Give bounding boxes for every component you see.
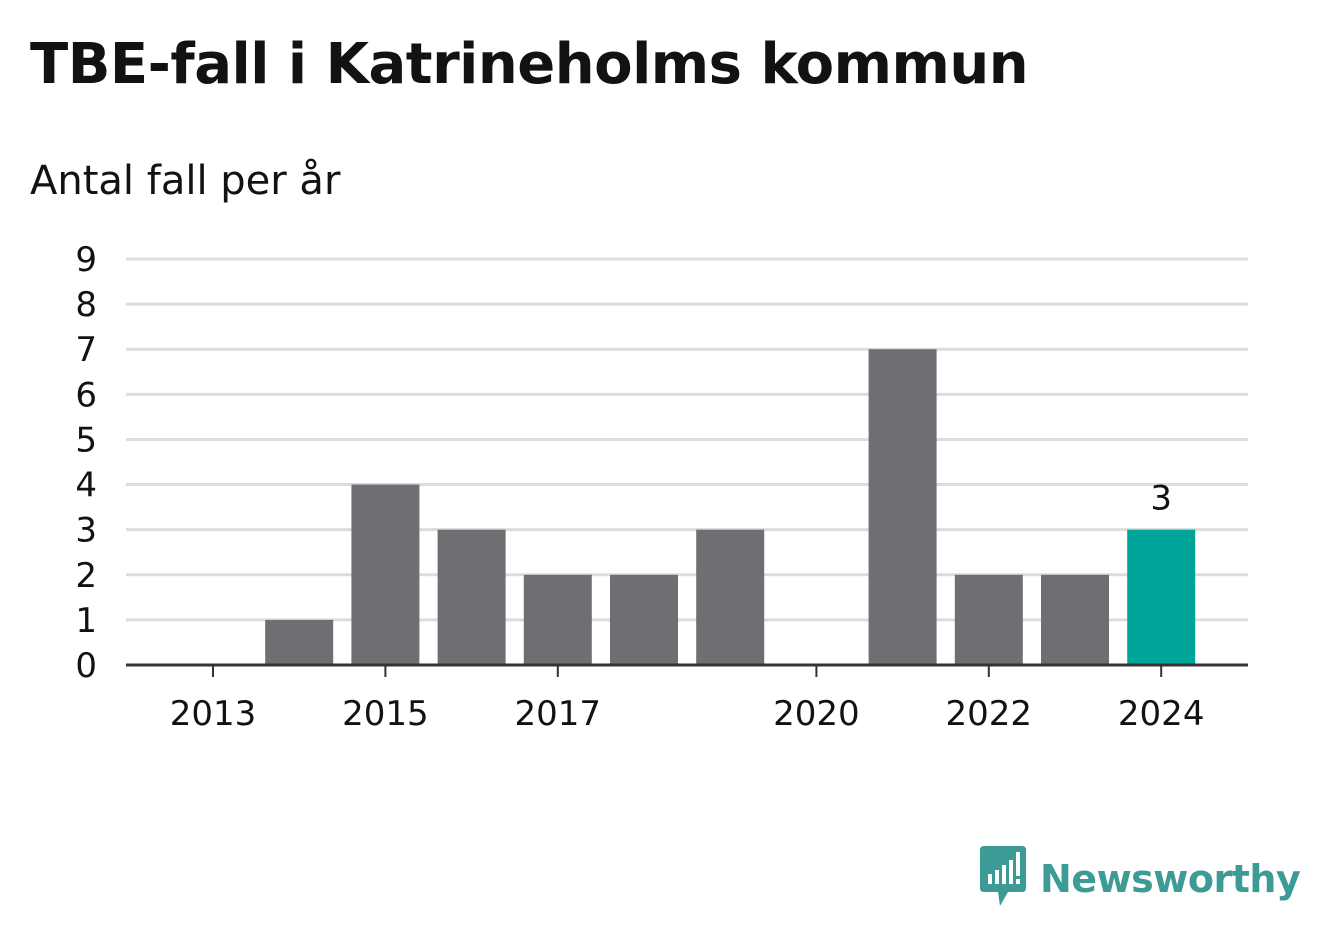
y-tick-label: 0 [75, 646, 97, 686]
x-tick-label: 2015 [342, 694, 429, 734]
x-tick-label: 2020 [773, 694, 860, 734]
y-axis-tick-labels: 0 1 2 3 4 5 6 7 8 9 [75, 240, 97, 686]
y-tick-label: 1 [75, 601, 97, 641]
y-tick-label: 5 [75, 420, 97, 460]
data-labels: 3 [1150, 479, 1172, 519]
grid-lines [126, 257, 1248, 622]
newsworthy-wordmark: Newsworthy [1040, 857, 1301, 901]
bars [265, 349, 1196, 665]
x-axis [126, 663, 1248, 677]
bar-2016 [437, 529, 506, 665]
bar-2022 [954, 574, 1023, 665]
newsworthy-bar-chart-bubble-icon [978, 846, 1028, 912]
bar-2023 [1041, 574, 1109, 665]
bar-2019 [696, 529, 765, 665]
bar-2017 [523, 574, 592, 665]
y-tick-label: 7 [75, 330, 97, 370]
x-axis-tick-labels: 2013 2015 2017 2020 2022 2024 [170, 694, 1205, 734]
chart-subtitle: Antal fall per år [30, 158, 341, 204]
bar-2024 [1127, 529, 1196, 665]
y-tick-label: 8 [75, 285, 97, 325]
y-tick-label: 3 [75, 511, 97, 551]
x-tick-label: 2013 [170, 694, 257, 734]
x-tick-label: 2024 [1118, 694, 1205, 734]
x-tick-label: 2017 [515, 694, 602, 734]
chart-title: TBE-fall i Katrineholms kommun [30, 32, 1029, 97]
bar-2015 [351, 484, 420, 665]
y-tick-label: 2 [75, 556, 97, 596]
x-tick-label: 2022 [946, 694, 1033, 734]
y-tick-label: 4 [75, 466, 97, 506]
y-tick-label: 6 [75, 375, 97, 415]
y-tick-label: 9 [75, 240, 97, 280]
newsworthy-logo: Newsworthy [978, 846, 1301, 912]
bar-2021 [868, 349, 937, 665]
data-label-2024: 3 [1150, 479, 1172, 519]
bar-2014 [265, 619, 334, 665]
bar-2018 [610, 574, 678, 665]
